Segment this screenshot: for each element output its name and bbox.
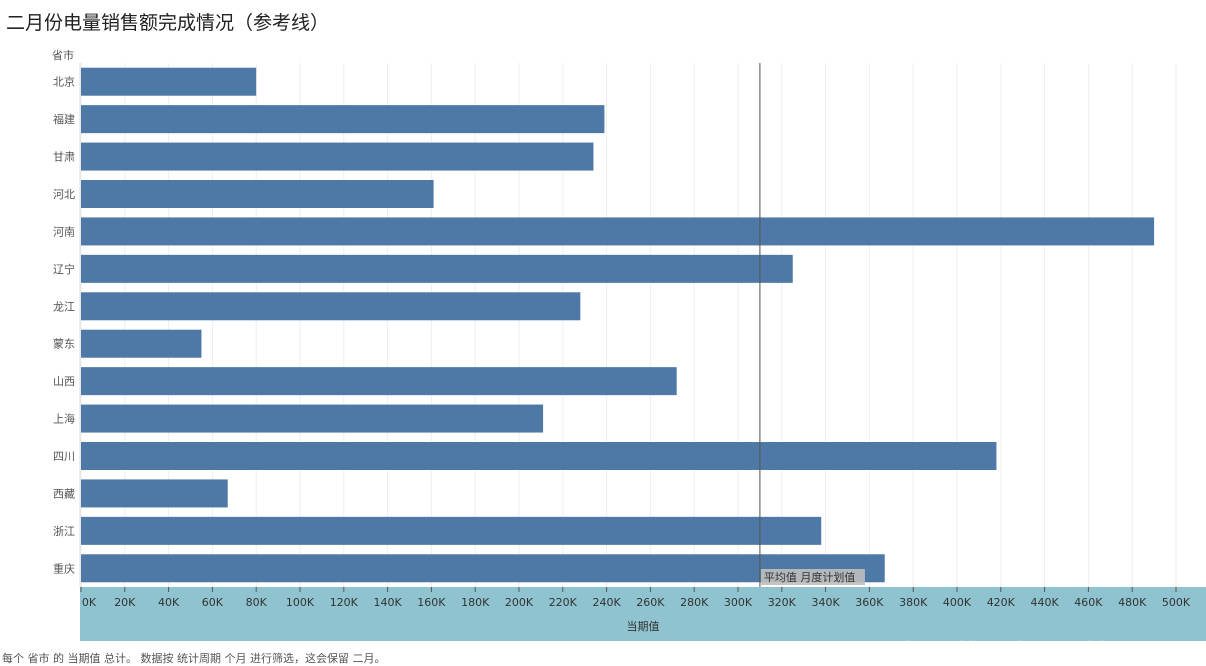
tick-label: 200K	[505, 596, 534, 609]
tick-label: 500K	[1162, 596, 1191, 609]
bar	[81, 67, 257, 96]
tick-label: 40K	[158, 596, 180, 609]
tick-label: 440K	[1030, 596, 1059, 609]
tick-label: 120K	[330, 596, 359, 609]
tick-label: 460K	[1074, 596, 1103, 609]
bar	[81, 479, 228, 508]
tick-label: 480K	[1118, 596, 1147, 609]
category-label: 北京	[53, 75, 75, 89]
tick-label: 360K	[855, 596, 884, 609]
tick-label: 160K	[417, 596, 446, 609]
category-label: 福建	[53, 112, 75, 126]
tick-label: 240K	[592, 596, 621, 609]
tick-label: 80K	[246, 596, 268, 609]
bar	[81, 292, 581, 321]
bar	[81, 442, 997, 470]
tick-label: 320K	[768, 596, 797, 609]
bar	[81, 105, 605, 134]
x-axis-band	[80, 587, 1206, 641]
category-label: 河北	[53, 188, 75, 201]
tick-label: 420K	[987, 596, 1016, 609]
watermark: https://blog.csdn.net/weixin_44878159	[905, 638, 1198, 656]
tick-label: 100K	[286, 596, 315, 609]
bar	[81, 254, 793, 283]
bar	[81, 217, 1155, 246]
tick-label: 300K	[724, 596, 753, 609]
footnote: 每个 省市 的 当期值 总计。 数据按 统计周期 个月 进行筛选，这会保留 二月…	[2, 652, 386, 665]
tick-label: 20K	[114, 596, 136, 609]
bar	[81, 180, 434, 208]
category-label: 甘肃	[53, 151, 75, 164]
category-label: 重庆	[53, 561, 75, 575]
category-label: 四川	[53, 450, 75, 463]
category-label: 西藏	[53, 487, 75, 500]
bar	[81, 367, 677, 396]
tick-label: 60K	[202, 596, 224, 609]
bar	[81, 404, 544, 433]
category-label: 龙江	[53, 300, 75, 313]
tick-label: 220K	[549, 596, 578, 609]
tick-label: 380K	[899, 596, 928, 609]
bar	[81, 142, 594, 171]
bar	[81, 516, 822, 545]
tick-label: 260K	[636, 596, 665, 609]
category-label: 上海	[53, 412, 75, 426]
tick-label: 180K	[461, 596, 490, 609]
reference-label-box	[760, 569, 865, 585]
tick-label: 0K	[82, 596, 97, 609]
bar	[81, 554, 885, 583]
x-axis-title: 当期值	[627, 619, 660, 633]
bar	[81, 329, 202, 358]
tick-label: 280K	[680, 596, 709, 609]
row-header: 省市	[52, 49, 74, 62]
chart-title: 二月份电量销售额完成情况（参考线）	[6, 12, 330, 34]
category-label: 山西	[53, 375, 75, 388]
tick-label: 340K	[811, 596, 840, 609]
category-label: 蒙东	[53, 338, 75, 351]
category-label: 浙江	[53, 525, 75, 538]
category-label: 河南	[53, 225, 75, 238]
tick-label: 400K	[943, 596, 972, 609]
reference-label: 平均值 月度计划值	[764, 570, 856, 584]
category-label: 辽宁	[53, 262, 75, 276]
tick-label: 140K	[373, 596, 402, 609]
